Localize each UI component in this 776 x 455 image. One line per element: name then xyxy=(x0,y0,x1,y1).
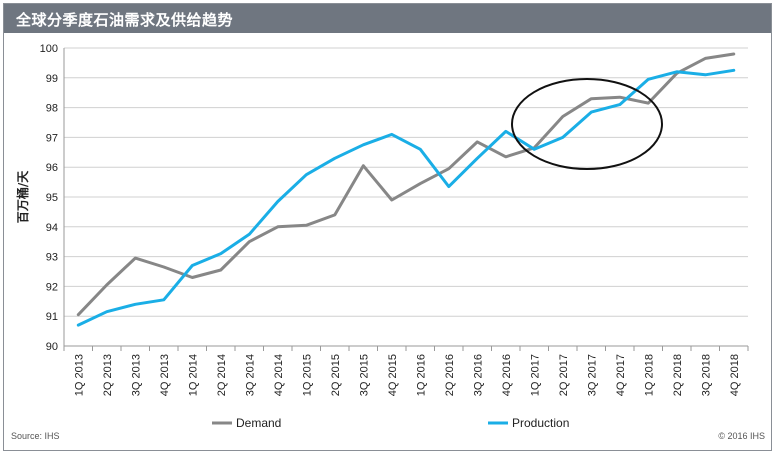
y-tick-label: 92 xyxy=(46,281,58,293)
y-tick-label: 100 xyxy=(40,43,58,55)
y-axis-label: 百万桶/天 xyxy=(15,170,30,223)
x-tick-label: 3Q 2015 xyxy=(358,354,370,396)
series-lines xyxy=(76,52,736,327)
legend-label-production: Production xyxy=(512,416,569,430)
x-tick-label: 4Q 2015 xyxy=(387,354,399,396)
x-tick-label: 1Q 2017 xyxy=(529,354,541,396)
y-axis: 90 91 92 93 94 95 96 97 98 99 100 xyxy=(40,43,65,353)
x-tick-label: 1Q 2014 xyxy=(187,354,199,396)
chart-title: 全球分季度石油需求及供给趋势 xyxy=(16,11,234,29)
x-tick-label: 3Q 2014 xyxy=(244,354,256,396)
y-tick-label: 93 xyxy=(46,252,58,264)
x-tick-label: 3Q 2017 xyxy=(586,354,598,396)
x-tick-label: 1Q 2013 xyxy=(73,354,85,396)
gridlines xyxy=(64,47,748,347)
title-bar: 全球分季度石油需求及供给趋势 xyxy=(4,4,771,33)
y-tick-label: 97 xyxy=(46,132,58,144)
y-tick-label: 98 xyxy=(46,103,58,115)
x-tick-label: 4Q 2018 xyxy=(729,354,741,396)
x-tick-label: 2Q 2016 xyxy=(444,354,456,396)
annotation-layer xyxy=(511,78,663,170)
x-tick-label: 4Q 2016 xyxy=(501,354,513,396)
legend: Demand Production xyxy=(212,416,569,430)
x-tick-label: 2Q 2013 xyxy=(102,354,114,396)
series-line-production xyxy=(76,68,736,327)
y-tick-label: 99 xyxy=(46,73,58,85)
x-tick-label: 3Q 2013 xyxy=(130,354,142,396)
y-tick-label: 90 xyxy=(46,341,58,353)
legend-label-demand: Demand xyxy=(236,416,281,430)
x-tick-label: 2Q 2018 xyxy=(672,354,684,396)
x-tick-label: 1Q 2015 xyxy=(301,354,313,396)
x-tick-label: 3Q 2018 xyxy=(700,354,712,396)
x-tick-label: 3Q 2016 xyxy=(472,354,484,396)
x-tick-label: 4Q 2014 xyxy=(273,354,285,396)
x-tick-label: 2Q 2017 xyxy=(558,354,570,396)
x-tick-label: 2Q 2015 xyxy=(330,354,342,396)
x-axis: 1Q 2013 2Q 2013 3Q 2013 4Q 2013 1Q 2014 2Q 20… xyxy=(63,345,749,396)
series-line-demand xyxy=(76,52,736,317)
copyright-note: © 2016 IHS xyxy=(718,431,765,441)
y-tick-label: 96 xyxy=(46,162,58,174)
y-tick-label: 94 xyxy=(46,222,58,234)
x-tick-label: 1Q 2016 xyxy=(415,354,427,396)
highlight-ellipse xyxy=(511,78,663,170)
x-tick-label: 1Q 2018 xyxy=(643,354,655,396)
source-note: Source: IHS xyxy=(11,431,60,441)
x-tick-label: 2Q 2014 xyxy=(216,354,228,396)
y-tick-label: 95 xyxy=(46,192,58,204)
x-tick-label: 4Q 2017 xyxy=(615,354,627,396)
y-tick-label: 91 xyxy=(46,311,58,323)
x-tick-label: 4Q 2013 xyxy=(159,354,171,396)
